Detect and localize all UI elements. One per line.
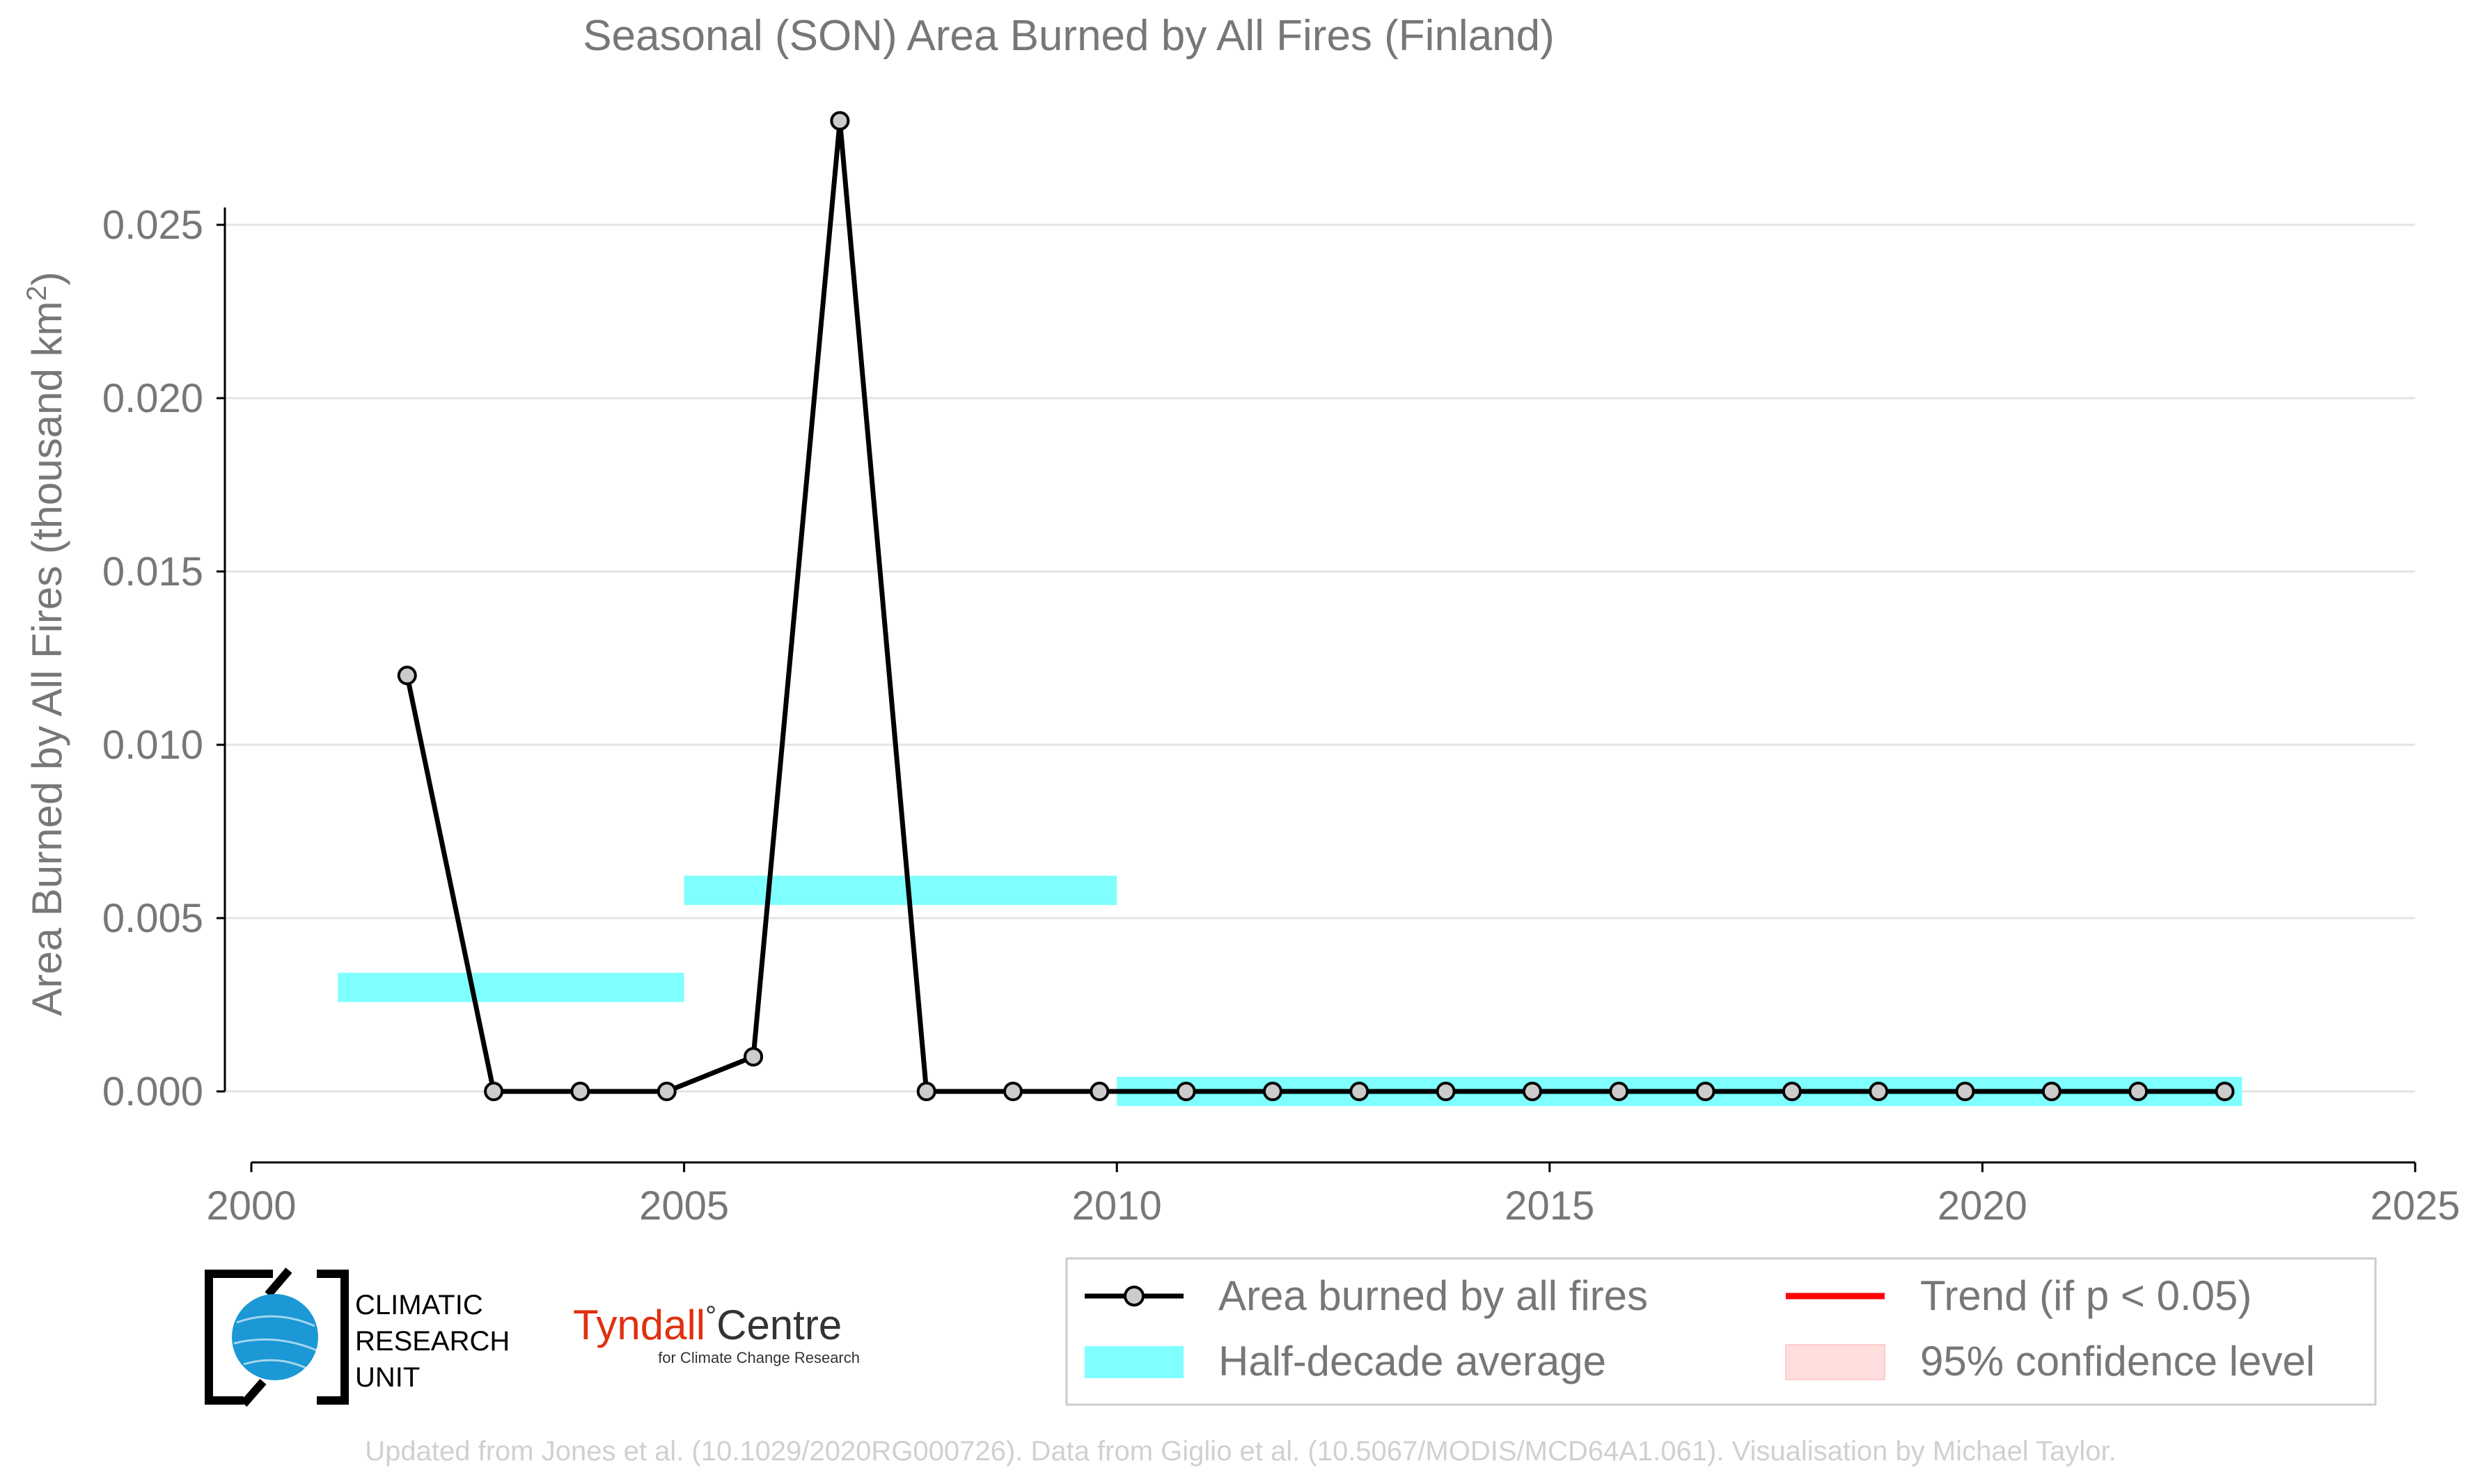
legend-label-confidence: 95% confidence level bbox=[1920, 1338, 2315, 1384]
y-axis-label-main: Area Burned by All Fires (thousand km bbox=[24, 301, 70, 1016]
y-axis-label: Area Burned by All Fires (thousand km2) bbox=[22, 271, 70, 1016]
data-point bbox=[2041, 1082, 2061, 1101]
y-tick-label: 0.020 bbox=[102, 376, 203, 421]
grid bbox=[225, 223, 2415, 1093]
y-tick-label: 0.015 bbox=[102, 549, 203, 594]
axes bbox=[217, 207, 2417, 1172]
tyndall-logo-degree: ° bbox=[705, 1301, 716, 1332]
data-point bbox=[1262, 1082, 1282, 1101]
tyndall-logo-main: Tyndall bbox=[573, 1302, 705, 1348]
tyndall-logo-subtitle: for Climate Change Research bbox=[658, 1349, 860, 1366]
legend-item-half-decade: Half-decade average bbox=[1085, 1338, 1606, 1384]
data-point bbox=[1349, 1082, 1369, 1101]
legend-label-trend: Trend (if p < 0.05) bbox=[1920, 1272, 2252, 1319]
data-point bbox=[830, 111, 850, 131]
cru-logo-slash-bottom bbox=[240, 1379, 267, 1407]
x-tick-label: 2010 bbox=[1072, 1183, 1162, 1229]
cru-logo-line-3: UNIT bbox=[355, 1362, 420, 1393]
chart-title: Seasonal (SON) Area Burned by All Fires … bbox=[583, 12, 1555, 60]
globe-icon bbox=[232, 1294, 318, 1380]
tick-labels: 0.000 0.005 0.010 0.015 0.020 0.025 2000 2005 20… bbox=[102, 203, 2460, 1229]
data-point bbox=[397, 665, 417, 686]
half-decade-average-band bbox=[684, 876, 1117, 906]
data-point bbox=[1695, 1082, 1715, 1101]
data-point bbox=[1609, 1082, 1629, 1101]
legend-item-area-burned: Area burned by all fires bbox=[1085, 1272, 1648, 1319]
legend-marker-swatch bbox=[1124, 1286, 1145, 1307]
cru-logo-line-2: RESEARCH bbox=[355, 1326, 510, 1357]
half-decade-average-band bbox=[338, 972, 684, 1002]
legend-confidence-swatch bbox=[1785, 1344, 1885, 1380]
y-tick-label: 0.005 bbox=[102, 896, 203, 941]
data-point bbox=[916, 1082, 936, 1101]
x-tick-label: 2005 bbox=[639, 1183, 729, 1229]
data-point bbox=[2128, 1082, 2149, 1101]
legend-box bbox=[1065, 1257, 2377, 1406]
y-tick-label: 0.010 bbox=[102, 723, 203, 768]
legend-item-trend: Trend (if p < 0.05) bbox=[1786, 1272, 2252, 1319]
cru-logo-slash-top bbox=[265, 1268, 292, 1297]
footer-credit: Updated from Jones et al. (10.1029/2020R… bbox=[365, 1436, 2116, 1467]
data-point bbox=[1782, 1082, 1802, 1101]
data-point bbox=[2215, 1082, 2235, 1101]
data-point bbox=[1090, 1082, 1110, 1101]
data-point bbox=[1869, 1082, 1889, 1101]
y-axis-label-tail: ) bbox=[24, 271, 70, 285]
data-point bbox=[1003, 1082, 1023, 1101]
data-point bbox=[657, 1082, 677, 1101]
y-tick-label: 0.000 bbox=[102, 1069, 203, 1114]
half-decade-average-bands bbox=[338, 876, 2243, 1106]
legend-label-area-burned: Area burned by all fires bbox=[1218, 1272, 1648, 1319]
cru-logo: CLIMATIC RESEARCH UNIT bbox=[205, 1268, 510, 1407]
data-point bbox=[1436, 1082, 1456, 1101]
data-point bbox=[744, 1047, 764, 1067]
y-tick-label: 0.025 bbox=[102, 203, 203, 248]
data-point bbox=[1955, 1082, 1975, 1101]
data-point bbox=[484, 1082, 504, 1101]
legend-band-swatch bbox=[1085, 1346, 1184, 1378]
series-area-burned bbox=[397, 111, 2235, 1101]
cru-logo-frame bbox=[205, 1270, 349, 1405]
globe-icon-lines bbox=[233, 1315, 317, 1371]
legend-item-confidence: 95% confidence level bbox=[1785, 1338, 2315, 1384]
x-tick-label: 2020 bbox=[1938, 1183, 2027, 1229]
cru-logo-line-1: CLIMATIC bbox=[355, 1290, 483, 1320]
y-axis-label-superscript: 2 bbox=[22, 285, 52, 301]
series-line bbox=[404, 118, 2225, 1094]
x-tick-label: 2025 bbox=[2370, 1183, 2460, 1229]
legend: Area burned by all fires Trend (if p < 0… bbox=[1065, 1257, 2377, 1406]
legend-label-half-decade: Half-decade average bbox=[1218, 1338, 1606, 1384]
data-point bbox=[570, 1082, 590, 1101]
data-point bbox=[1176, 1082, 1196, 1101]
tyndall-logo: Tyndall°Centre for Climate Change Resear… bbox=[573, 1301, 860, 1366]
tyndall-logo-wordmark: Tyndall°Centre bbox=[573, 1301, 842, 1348]
data-point bbox=[1522, 1082, 1542, 1101]
x-tick-label: 2015 bbox=[1505, 1183, 1594, 1229]
tyndall-logo-centre: Centre bbox=[716, 1302, 842, 1348]
x-tick-label: 2000 bbox=[206, 1183, 296, 1229]
